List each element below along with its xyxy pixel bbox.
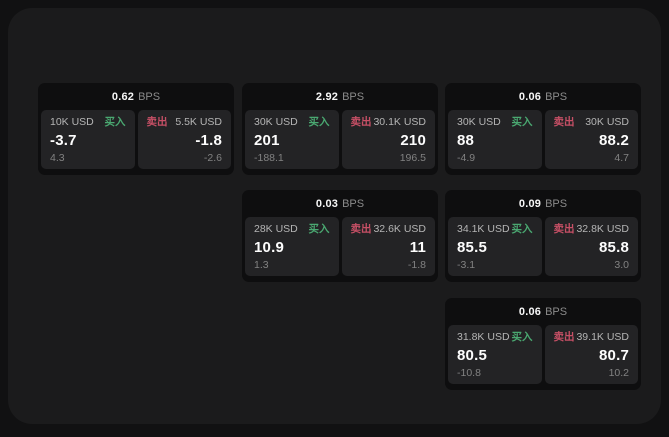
bps-header: 0.06 BPS [445,83,641,110]
bps-header: 0.06 BPS [445,298,641,325]
bps-card: 2.92 BPS 30K USD 买入 201 -188.1 卖出 30.1K … [242,83,438,175]
buy-delta: -4.9 [457,151,476,164]
sell-tag: 卖出 [553,331,575,343]
bps-card: 0.03 BPS 28K USD 买入 10.9 1.3 卖出 32.6K US… [242,190,438,282]
buy-size-label: 28K USD [254,223,298,235]
bps-header: 0.09 BPS [445,190,641,217]
sell-pane[interactable]: 卖出 30.1K USD 210 196.5 [341,110,435,169]
sell-delta: -2.6 [203,151,222,164]
buy-pane[interactable]: 28K USD 买入 10.9 1.3 [245,217,339,276]
sell-tag: 卖出 [350,223,372,235]
bps-value: 0.09 [518,197,542,210]
bps-card: 0.62 BPS 10K USD 买入 -3.7 4.3 卖出 5.5K USD… [38,83,234,175]
sell-price: 11 [409,238,426,256]
sell-tag: 卖出 [350,116,372,128]
bps-value: 2.92 [315,90,339,103]
buy-pane[interactable]: 30K USD 买入 201 -188.1 [245,110,339,169]
bps-unit-label: BPS [545,90,568,103]
sell-pane[interactable]: 卖出 30K USD 88.2 4.7 [544,110,638,169]
bps-header: 0.62 BPS [38,83,234,110]
bps-header: 2.92 BPS [242,83,438,110]
bps-unit-label: BPS [342,197,365,210]
sell-pane[interactable]: 卖出 39.1K USD 80.7 10.2 [544,325,638,384]
sell-tag: 卖出 [553,116,575,128]
buy-delta: -3.1 [457,258,476,271]
buy-delta: -188.1 [254,151,284,164]
sell-size-label: 32.8K USD [576,223,629,235]
buy-size-label: 30K USD [254,116,298,128]
buy-size-label: 31.8K USD [457,331,510,343]
buy-tag: 买入 [511,116,533,128]
sell-price: -1.8 [195,131,222,149]
sell-pane[interactable]: 卖出 32.6K USD 11 -1.8 [341,217,435,276]
buy-pane[interactable]: 34.1K USD 买入 85.5 -3.1 [448,217,542,276]
buy-price: 88 [457,131,475,149]
buy-tag: 买入 [104,116,126,128]
bps-card: 0.09 BPS 34.1K USD 买入 85.5 -3.1 卖出 32.8K… [445,190,641,282]
sell-pane[interactable]: 卖出 5.5K USD -1.8 -2.6 [137,110,231,169]
sell-price: 85.8 [599,238,629,256]
buy-price: 85.5 [457,238,487,256]
sell-delta: 196.5 [399,151,426,164]
buy-delta: -10.8 [457,366,481,379]
buy-tag: 买入 [308,223,330,235]
sell-price: 80.7 [599,346,629,364]
sell-delta: 4.7 [614,151,629,164]
sell-size-label: 30K USD [585,116,629,128]
bps-unit-label: BPS [545,305,568,318]
sell-delta: 3.0 [614,258,629,271]
buy-size-label: 10K USD [50,116,94,128]
sell-size-label: 32.6K USD [373,223,426,235]
bps-value: 0.03 [315,197,339,210]
buy-pane[interactable]: 10K USD 买入 -3.7 4.3 [41,110,135,169]
sell-tag: 卖出 [553,223,575,235]
sell-price: 88.2 [599,131,629,149]
bps-unit-label: BPS [138,90,161,103]
buy-price: 80.5 [457,346,487,364]
bps-card: 0.06 BPS 31.8K USD 买入 80.5 -10.8 卖出 39.1… [445,298,641,390]
sell-pane[interactable]: 卖出 32.8K USD 85.8 3.0 [544,217,638,276]
bps-header: 0.03 BPS [242,190,438,217]
buy-size-label: 34.1K USD [457,223,510,235]
sell-size-label: 5.5K USD [175,116,222,128]
buy-tag: 买入 [308,116,330,128]
bps-value: 0.06 [518,90,542,103]
buy-delta: 4.3 [50,151,65,164]
bps-value: 0.06 [518,305,542,318]
buy-price: 10.9 [254,238,284,256]
buy-pane[interactable]: 30K USD 买入 88 -4.9 [448,110,542,169]
buy-size-label: 30K USD [457,116,501,128]
bps-unit-label: BPS [342,90,365,103]
buy-pane[interactable]: 31.8K USD 买入 80.5 -10.8 [448,325,542,384]
bps-unit-label: BPS [545,197,568,210]
buy-price: 201 [254,131,280,149]
sell-price: 210 [400,131,426,149]
sell-size-label: 39.1K USD [576,331,629,343]
sell-delta: 10.2 [608,366,629,379]
sell-size-label: 30.1K USD [373,116,426,128]
buy-tag: 买入 [511,331,533,343]
buy-tag: 买入 [511,223,533,235]
buy-price: -3.7 [50,131,77,149]
quote-panel: 0.62 BPS 10K USD 买入 -3.7 4.3 卖出 5.5K USD… [8,8,661,424]
bps-card: 0.06 BPS 30K USD 买入 88 -4.9 卖出 30K USD 8… [445,83,641,175]
buy-delta: 1.3 [254,258,269,271]
sell-delta: -1.8 [407,258,426,271]
sell-tag: 卖出 [146,116,168,128]
bps-value: 0.62 [111,90,135,103]
